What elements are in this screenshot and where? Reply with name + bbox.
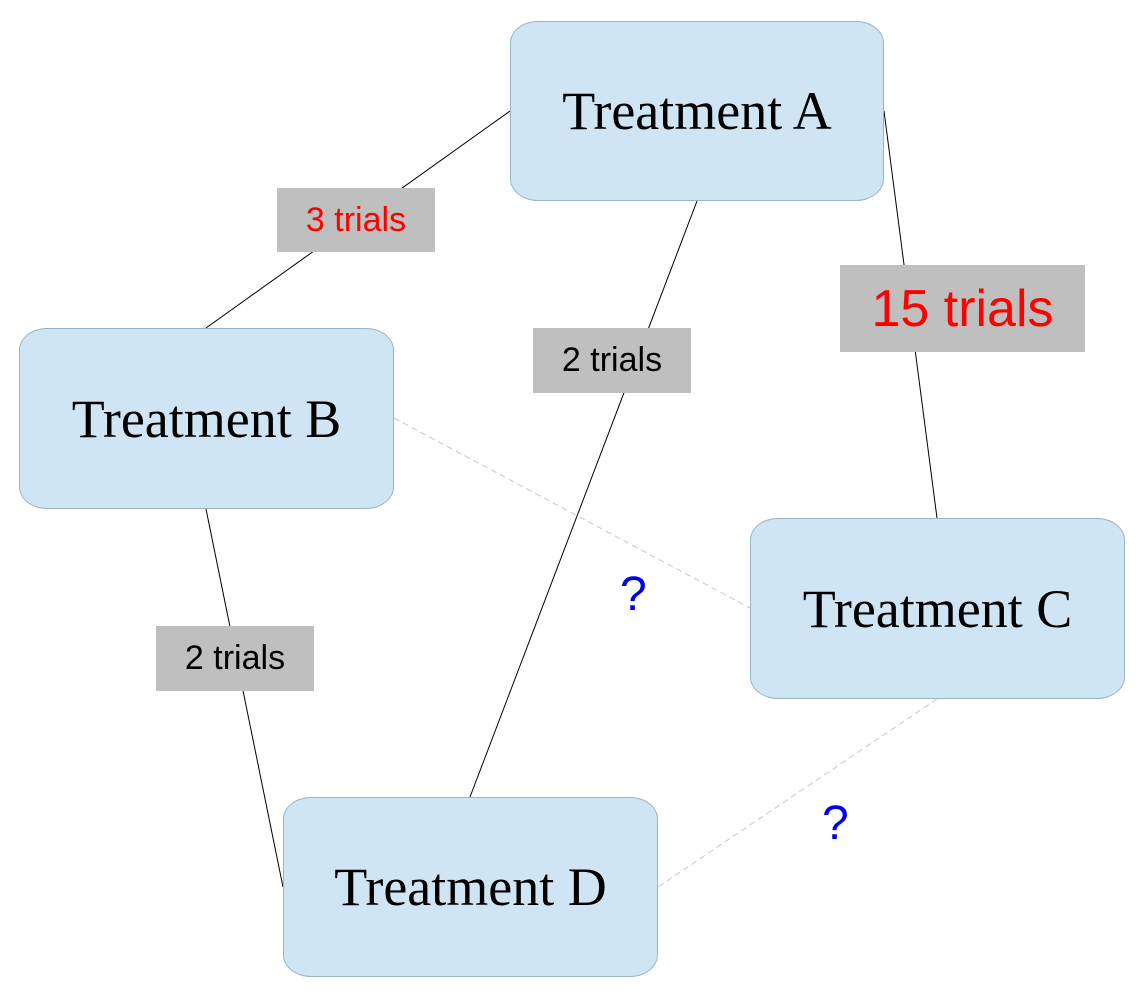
edge-b-d	[205, 508, 284, 888]
edge-label-a-c-text: 15 trials	[871, 279, 1054, 338]
node-treatment-d-label: Treatment D	[334, 857, 607, 917]
node-treatment-c: Treatment C	[750, 518, 1125, 699]
edge-c-d	[657, 698, 938, 888]
edge-label-a-c: 15 trials	[840, 265, 1085, 352]
edge-label-a-d-text: 2 trials	[561, 341, 663, 379]
edge-label-b-d-text: 2 trials	[184, 639, 286, 677]
node-treatment-b: Treatment B	[19, 328, 394, 509]
edge-a-d	[469, 200, 698, 798]
node-treatment-b-label: Treatment B	[71, 388, 342, 449]
edge-label-a-b-text: 3 trials	[305, 200, 407, 239]
node-treatment-d: Treatment D	[283, 797, 658, 977]
unknown-comparison-b-c: ?	[620, 568, 647, 621]
node-treatment-c-label: Treatment C	[802, 578, 1073, 639]
unknown-comparison-c-d: ?	[822, 797, 849, 850]
edge-label-a-d: 2 trials	[533, 328, 691, 393]
node-treatment-a: Treatment A	[510, 21, 884, 201]
node-treatment-a-label: Treatment A	[562, 81, 832, 141]
edge-label-b-d: 2 trials	[156, 626, 314, 691]
edge-label-a-b: 3 trials	[277, 188, 435, 252]
edge-b-c	[393, 417, 751, 609]
